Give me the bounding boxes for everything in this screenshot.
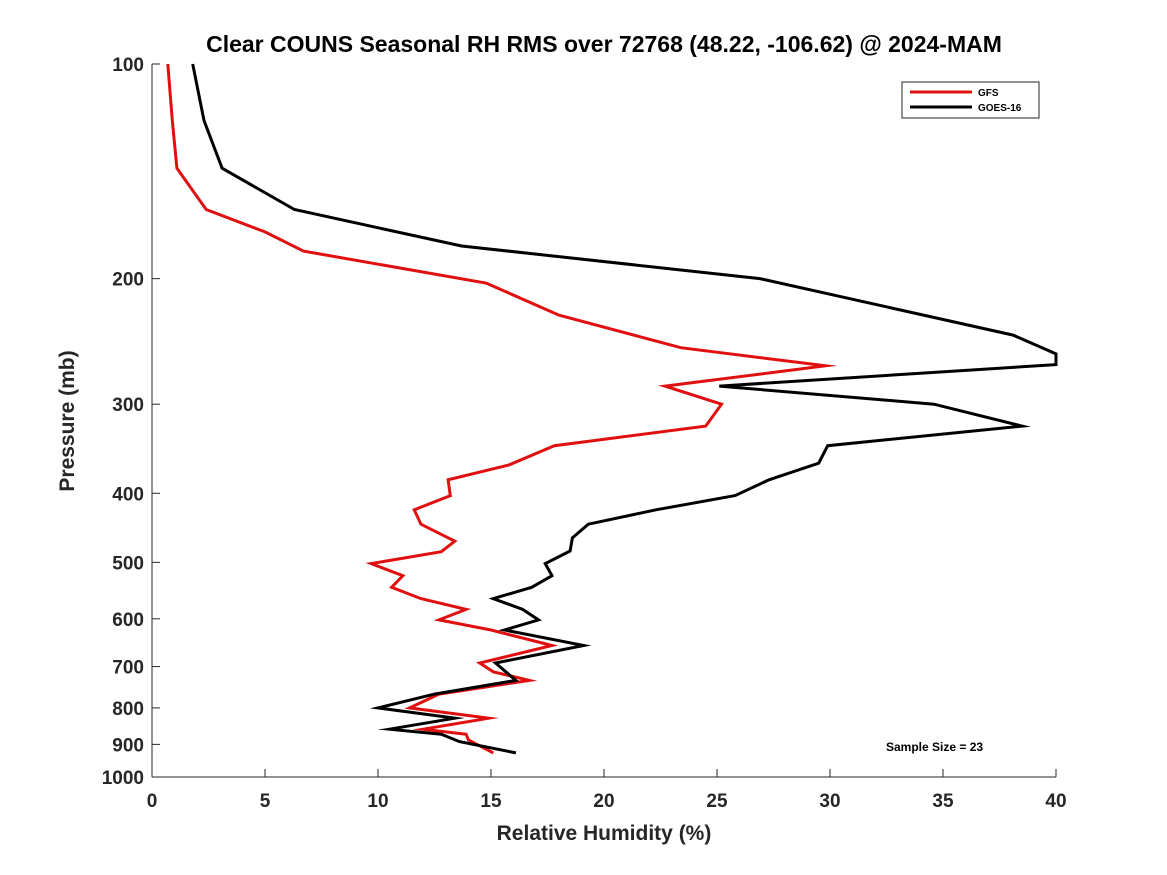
y-tick-label: 700 [112,658,144,679]
x-axis-label: Relative Humidity (%) [497,822,712,845]
y-axis-label: Pressure (mb) [56,350,79,491]
x-tick-label: 40 [1045,791,1066,812]
plot-area [152,64,1056,777]
y-tick-label: 200 [112,270,144,291]
x-tick-label: 0 [147,791,158,812]
series-line-goes16 [191,63,1058,755]
legend-box [901,81,1040,119]
y-tick-label: 800 [112,699,144,720]
y-tick-label: 400 [112,484,144,505]
legend: GFS GOES-16 [901,81,1040,119]
y-tick-label: 600 [112,610,144,631]
x-tick-label: 20 [593,791,614,812]
y-tick-label: 500 [112,553,144,574]
x-tick-label: 10 [367,791,388,812]
x-tick-label: 35 [932,791,954,812]
y-tick-label: 900 [112,735,144,756]
x-axis: 0 5 10 15 20 25 30 35 40 [147,769,1067,812]
legend-label-goes16: GOES-16 [978,103,1022,114]
x-tick-label: 5 [260,791,271,812]
y-tick-label: 1000 [102,768,144,789]
y-tick-label: 300 [112,395,144,416]
legend-label-gfs: GFS [978,88,999,99]
x-tick-label: 15 [480,791,502,812]
x-tick-label: 30 [819,791,840,812]
series-layer [166,63,1058,755]
x-tick-label: 25 [706,791,728,812]
y-tick-label: 100 [112,55,144,76]
chart-title: Clear COUNS Seasonal RH RMS over 72768 (… [206,31,1002,57]
y-axis: 100 200 300 400 500 600 700 800 900 1000 [102,55,160,789]
sample-size-annotation: Sample Size = 23 [886,740,983,754]
